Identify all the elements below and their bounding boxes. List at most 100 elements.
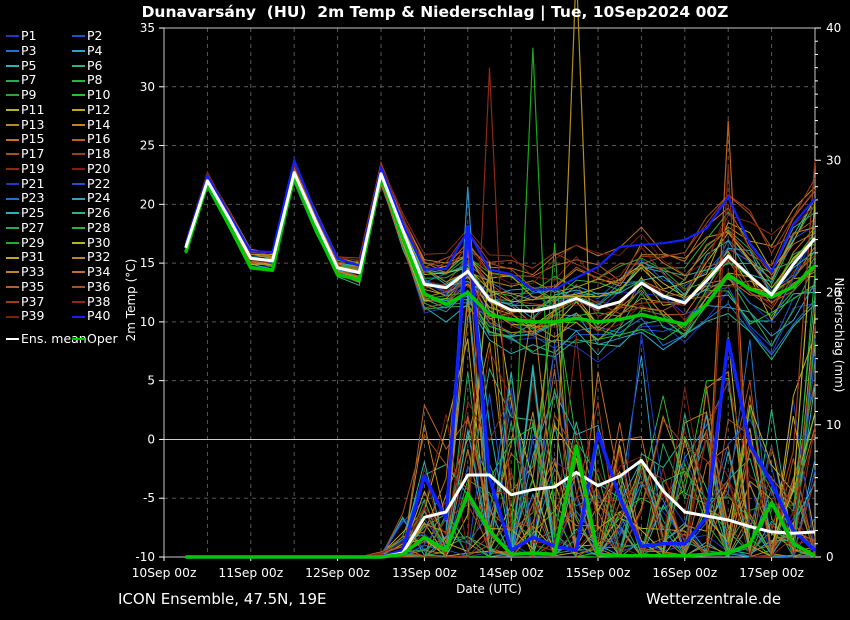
ensemble-legend: P1 P2 P3 P4 P5 P6 P7 P8 P9 P10 P11 P12 P13 P14 P15 P16 P…: [6, 29, 134, 347]
member-label: Ens. mean: [21, 331, 87, 347]
member-label: P7: [21, 72, 37, 88]
series-p40-temp: [184, 156, 816, 291]
legend-row: P13 P14: [6, 118, 134, 133]
legend-row: P29 P30: [6, 236, 134, 251]
member-color-swatch: [6, 256, 19, 259]
member-color-swatch: [72, 227, 85, 230]
member-color-swatch: [72, 153, 85, 156]
legend-item-P35: P35: [6, 278, 72, 294]
member-color-swatch: [6, 79, 19, 82]
legend-item-P40: P40: [72, 310, 132, 323]
member-color-swatch: [72, 35, 85, 38]
member-label: P12: [87, 101, 111, 117]
legend-item-P32: P32: [72, 251, 132, 264]
svg-text:10: 10: [140, 315, 155, 329]
legend-item-P31: P31: [6, 251, 72, 264]
legend-item-P37: P37: [6, 293, 72, 309]
member-label: P26: [87, 205, 111, 221]
member-label: P13: [21, 116, 45, 132]
member-label: P27: [21, 219, 45, 235]
member-label: P28: [87, 219, 111, 235]
member-color-swatch: [72, 50, 85, 53]
member-color-swatch: [72, 256, 85, 259]
legend-item-P10: P10: [72, 89, 132, 102]
legend-item-P17: P17: [6, 148, 72, 161]
member-color-swatch: [6, 197, 19, 200]
legend-item-P20: P20: [72, 162, 132, 176]
member-label: P17: [21, 146, 45, 162]
series-oper-precip: [185, 444, 816, 559]
legend-row: P5 P6: [6, 59, 134, 74]
legend-row: P23 P24: [6, 191, 134, 206]
member-label: P14: [87, 116, 111, 132]
member-color-swatch: [72, 94, 85, 97]
member-label: Oper: [87, 331, 118, 347]
legend-item-P7: P7: [6, 74, 72, 87]
legend-row: P1 P2: [6, 29, 134, 44]
member-color-swatch: [6, 182, 19, 185]
legend-row: P17 P18: [6, 147, 134, 162]
svg-text:5: 5: [147, 374, 155, 388]
chart-title: Dunavarsány (HU) 2m Temp & Niederschlag …: [141, 3, 729, 21]
legend-row: P11 P12: [6, 103, 134, 118]
member-color-swatch: [72, 79, 85, 82]
legend-row: P27 P28: [6, 221, 134, 236]
member-label: P39: [21, 308, 45, 324]
svg-text:20: 20: [826, 286, 841, 300]
member-label: P40: [87, 308, 111, 324]
member-color-swatch: [72, 197, 85, 200]
svg-text:40: 40: [826, 21, 841, 35]
svg-text:20: 20: [140, 197, 155, 211]
legend-item-P33: P33: [6, 266, 72, 279]
svg-text:15: 15: [140, 256, 155, 270]
legend-item-P36: P36: [72, 278, 132, 294]
model-info-text: ICON Ensemble, 47.5N, 19E: [118, 590, 327, 608]
member-label: P9: [21, 87, 37, 103]
legend-row-mean-oper: Ens. mean Oper: [6, 332, 134, 347]
member-label: P29: [21, 234, 45, 250]
member-color-swatch: [6, 123, 19, 126]
svg-text:11Sep 00z: 11Sep 00z: [218, 566, 283, 580]
legend-item-P16: P16: [72, 133, 132, 146]
member-color-swatch: [72, 241, 85, 244]
member-color-swatch: [6, 338, 19, 341]
member-label: P19: [21, 160, 45, 176]
legend-item-P28: P28: [72, 219, 132, 235]
legend-row: P31 P32: [6, 250, 134, 265]
member-label: P37: [21, 293, 45, 309]
svg-text:15Sep 00z: 15Sep 00z: [566, 566, 631, 580]
legend-item-P18: P18: [72, 148, 132, 161]
legend-row: P15 P16: [6, 132, 134, 147]
legend-row: P19 P20: [6, 162, 134, 177]
legend-item-P21: P21: [6, 177, 72, 191]
svg-text:35: 35: [140, 21, 155, 35]
legend-item-oper: Oper: [72, 333, 132, 346]
member-color-swatch: [6, 241, 19, 244]
member-label: P5: [21, 57, 37, 73]
member-label: P34: [87, 264, 111, 280]
legend-item-ens-mean: Ens. mean: [6, 333, 87, 346]
member-label: P1: [21, 28, 37, 44]
member-label: P35: [21, 278, 45, 294]
legend-row: P39 P40: [6, 309, 134, 324]
legend-item-P30: P30: [72, 236, 132, 250]
member-color-swatch: [6, 300, 19, 303]
svg-text:30: 30: [140, 80, 155, 94]
member-color-swatch: [6, 286, 19, 289]
legend-item-P15: P15: [6, 133, 72, 146]
svg-text:13Sep 00z: 13Sep 00z: [392, 566, 457, 580]
svg-text:0: 0: [826, 550, 834, 564]
member-color-swatch: [72, 138, 85, 141]
notable-precip-spikes: [445, 0, 816, 545]
member-label: P38: [87, 293, 111, 309]
member-label: P25: [21, 205, 45, 221]
member-label: P36: [87, 278, 111, 294]
legend-row: P21 P22: [6, 177, 134, 192]
member-label: P16: [87, 131, 111, 147]
svg-text:-5: -5: [143, 491, 155, 505]
member-label: P22: [87, 175, 111, 191]
legend-row: P9 P10: [6, 88, 134, 103]
date-axis-title: Date (UTC): [456, 582, 522, 596]
member-label: P18: [87, 146, 111, 162]
